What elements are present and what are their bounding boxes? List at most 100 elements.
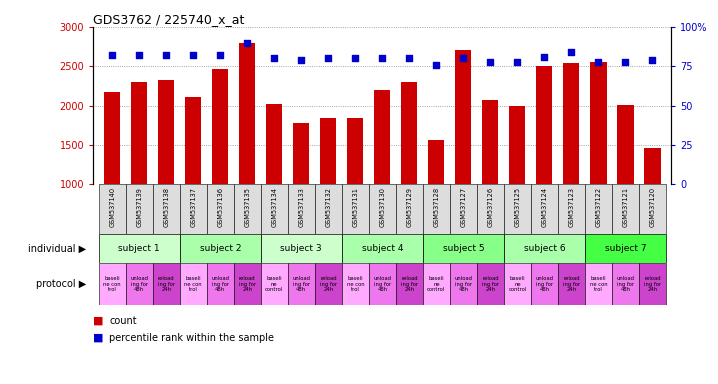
Text: reload
ing for
24h: reload ing for 24h: [158, 276, 174, 292]
Bar: [185, 97, 201, 184]
Text: unload
ing for
48h: unload ing for 48h: [454, 276, 472, 292]
Bar: [99, 234, 180, 263]
Text: GSM537129: GSM537129: [406, 187, 412, 227]
Text: count: count: [109, 316, 136, 326]
Bar: [617, 105, 633, 184]
Bar: [320, 118, 337, 184]
Bar: [423, 263, 450, 305]
Text: unload
ing for
48h: unload ing for 48h: [373, 276, 391, 292]
Text: unload
ing for
48h: unload ing for 48h: [130, 276, 148, 292]
Text: subject 6: subject 6: [523, 244, 565, 253]
Point: [566, 49, 577, 55]
Text: subject 1: subject 1: [118, 244, 160, 253]
Bar: [644, 148, 661, 184]
Bar: [536, 66, 552, 184]
Bar: [342, 234, 423, 263]
Bar: [126, 184, 153, 234]
Text: GDS3762 / 225740_x_at: GDS3762 / 225740_x_at: [93, 13, 245, 26]
Text: GSM537137: GSM537137: [190, 187, 196, 227]
Bar: [314, 263, 342, 305]
Point: [161, 52, 172, 58]
Point: [377, 55, 388, 61]
Bar: [180, 184, 207, 234]
Text: GSM537131: GSM537131: [353, 187, 358, 227]
Bar: [558, 263, 585, 305]
Text: reload
ing for
24h: reload ing for 24h: [320, 276, 337, 292]
Text: reload
ing for
24h: reload ing for 24h: [401, 276, 418, 292]
Bar: [348, 118, 363, 184]
Bar: [234, 263, 261, 305]
Text: GSM537127: GSM537127: [460, 187, 467, 227]
Bar: [504, 263, 531, 305]
Bar: [423, 234, 504, 263]
Point: [350, 55, 361, 61]
Point: [322, 55, 334, 61]
Point: [592, 58, 604, 65]
Text: reload
ing for
24h: reload ing for 24h: [482, 276, 499, 292]
Text: GSM537122: GSM537122: [595, 187, 602, 227]
Bar: [180, 263, 207, 305]
Bar: [639, 184, 666, 234]
Text: ■: ■: [93, 316, 107, 326]
Point: [431, 61, 442, 68]
Point: [404, 55, 415, 61]
Bar: [504, 234, 585, 263]
Bar: [612, 184, 639, 234]
Bar: [558, 184, 585, 234]
Bar: [288, 263, 314, 305]
Text: GSM537123: GSM537123: [569, 187, 574, 227]
Text: subject 4: subject 4: [362, 244, 403, 253]
Bar: [450, 184, 477, 234]
Bar: [131, 81, 147, 184]
Text: GSM537138: GSM537138: [163, 187, 169, 227]
Point: [485, 58, 496, 65]
Bar: [531, 263, 558, 305]
Text: individual ▶: individual ▶: [28, 243, 86, 254]
Bar: [509, 106, 526, 184]
Bar: [180, 234, 261, 263]
Bar: [590, 62, 607, 184]
Bar: [455, 50, 472, 184]
Bar: [396, 263, 423, 305]
Text: unload
ing for
48h: unload ing for 48h: [617, 276, 635, 292]
Bar: [239, 43, 256, 184]
Bar: [401, 82, 417, 184]
Bar: [482, 101, 498, 184]
Bar: [564, 63, 579, 184]
Point: [106, 52, 118, 58]
Bar: [261, 234, 342, 263]
Point: [512, 58, 523, 65]
Text: GSM537133: GSM537133: [298, 187, 304, 227]
Text: percentile rank within the sample: percentile rank within the sample: [109, 333, 274, 343]
Text: GSM537132: GSM537132: [325, 187, 331, 227]
Bar: [639, 263, 666, 305]
Text: subject 2: subject 2: [200, 244, 241, 253]
Bar: [213, 70, 228, 184]
Text: baseli
ne
control: baseli ne control: [427, 276, 445, 292]
Bar: [234, 184, 261, 234]
Text: baseli
ne con
trol: baseli ne con trol: [347, 276, 364, 292]
Point: [241, 40, 253, 46]
Bar: [104, 92, 121, 184]
Bar: [261, 184, 288, 234]
Text: GSM537134: GSM537134: [271, 187, 277, 227]
Text: GSM537140: GSM537140: [109, 187, 116, 227]
Bar: [314, 184, 342, 234]
Bar: [396, 184, 423, 234]
Text: GSM537125: GSM537125: [514, 187, 521, 227]
Bar: [585, 184, 612, 234]
Bar: [207, 263, 234, 305]
Bar: [153, 184, 180, 234]
Bar: [585, 234, 666, 263]
Text: GSM537121: GSM537121: [623, 187, 628, 227]
Bar: [207, 184, 234, 234]
Text: GSM537135: GSM537135: [244, 187, 251, 227]
Bar: [288, 184, 314, 234]
Text: GSM537120: GSM537120: [649, 187, 656, 227]
Text: baseli
ne con
trol: baseli ne con trol: [589, 276, 607, 292]
Text: subject 5: subject 5: [442, 244, 484, 253]
Bar: [293, 123, 309, 184]
Bar: [153, 263, 180, 305]
Text: subject 7: subject 7: [605, 244, 646, 253]
Point: [457, 55, 469, 61]
